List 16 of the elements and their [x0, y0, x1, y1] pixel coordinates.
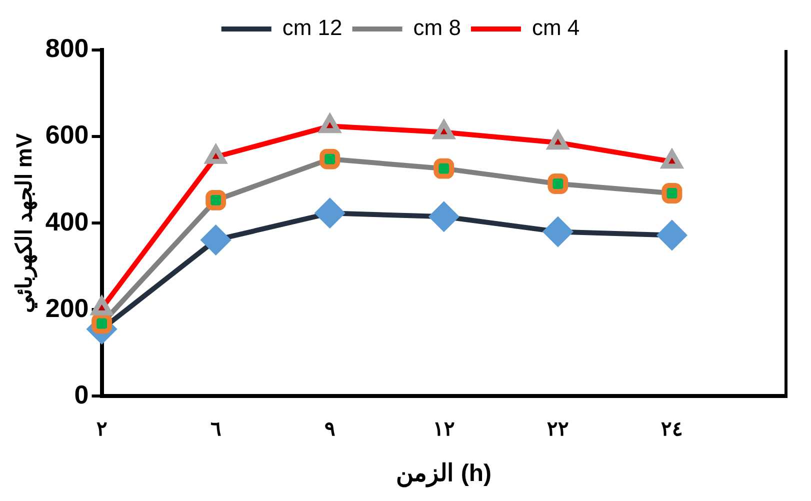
y-tick-label: 0 [74, 379, 89, 410]
x-tick-label: ٩ [324, 418, 336, 441]
y-tick-label: 200 [45, 292, 89, 323]
x-tick-label: ٢ [96, 418, 108, 441]
x-tick-label: ٢٤ [660, 418, 683, 441]
y-axis-title: الجهد الكهربائي mV [11, 133, 38, 313]
x-tick-label: ١٢ [432, 418, 455, 441]
y-tick-label: 800 [45, 33, 89, 64]
legend-label: cm 8 [413, 15, 461, 40]
x-tick-label: ٦ [210, 418, 222, 441]
legend-label: cm 12 [282, 15, 342, 40]
y-tick-label: 600 [45, 120, 89, 150]
x-tick-label: ٢٢ [546, 418, 569, 441]
y-tick-label: 400 [45, 206, 89, 236]
legend-label: cm 4 [532, 15, 580, 40]
x-axis-title: الزمن (h) [396, 460, 492, 488]
